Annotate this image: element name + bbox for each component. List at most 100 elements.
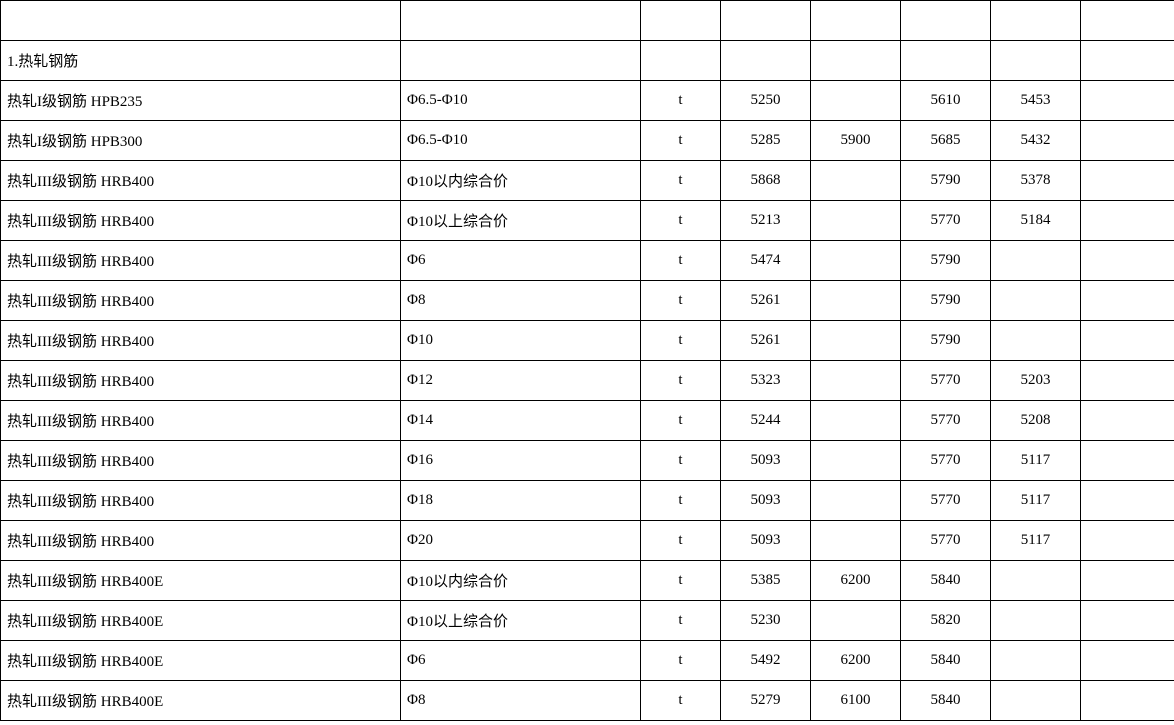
price-cell: 5385 <box>721 561 811 601</box>
price-cell: 5208 <box>991 401 1081 441</box>
product-name-cell: 热轧III级钢筋 HRB400E <box>1 561 401 601</box>
price-cell: 5285 <box>721 121 811 161</box>
spec-cell: Φ10以上综合价 <box>401 201 641 241</box>
price-cell <box>1081 121 1174 161</box>
price-cell <box>991 321 1081 361</box>
price-cell <box>811 361 901 401</box>
price-cell <box>1081 241 1174 281</box>
price-cell <box>1081 641 1174 681</box>
blank-cell <box>991 1 1081 41</box>
price-cell: 5492 <box>721 641 811 681</box>
price-cell <box>811 161 901 201</box>
price-cell: 5840 <box>901 641 991 681</box>
unit-cell: t <box>641 441 721 481</box>
price-cell: 5790 <box>901 241 991 281</box>
price-cell: 6100 <box>811 681 901 721</box>
unit-cell: t <box>641 81 721 121</box>
spec-cell: Φ10以内综合价 <box>401 561 641 601</box>
table-row: 热轧III级钢筋 HRB400Φ6t54745790 <box>1 241 1174 281</box>
unit-cell: t <box>641 601 721 641</box>
spec-cell: Φ6.5-Φ10 <box>401 81 641 121</box>
price-cell <box>811 441 901 481</box>
unit-cell: t <box>641 121 721 161</box>
blank-cell <box>401 1 641 41</box>
price-cell: 5840 <box>901 561 991 601</box>
blank-cell <box>641 1 721 41</box>
price-cell <box>811 401 901 441</box>
price-cell: 5279 <box>721 681 811 721</box>
unit-cell: t <box>641 281 721 321</box>
product-name-cell: 热轧III级钢筋 HRB400 <box>1 481 401 521</box>
price-cell: 5432 <box>991 121 1081 161</box>
unit-cell: t <box>641 201 721 241</box>
spec-cell: Φ6 <box>401 241 641 281</box>
price-cell: 5820 <box>901 601 991 641</box>
blank-cell <box>401 41 641 81</box>
spec-cell: Φ10 <box>401 321 641 361</box>
price-cell <box>1081 81 1174 121</box>
price-cell: 5770 <box>901 201 991 241</box>
price-cell <box>991 281 1081 321</box>
price-cell <box>811 521 901 561</box>
blank-cell <box>991 41 1081 81</box>
price-cell: 5244 <box>721 401 811 441</box>
product-name-cell: 热轧I级钢筋 HPB300 <box>1 121 401 161</box>
price-cell: 5770 <box>901 481 991 521</box>
price-cell <box>1081 361 1174 401</box>
price-cell: 5610 <box>901 81 991 121</box>
spec-cell: Φ10以内综合价 <box>401 161 641 201</box>
unit-cell: t <box>641 361 721 401</box>
blank-cell <box>721 1 811 41</box>
product-name-cell: 热轧III级钢筋 HRB400 <box>1 321 401 361</box>
table-row: 热轧III级钢筋 HRB400Φ16t509357705117 <box>1 441 1174 481</box>
price-cell: 5685 <box>901 121 991 161</box>
price-cell <box>1081 401 1174 441</box>
price-cell: 5323 <box>721 361 811 401</box>
unit-cell: t <box>641 641 721 681</box>
product-name-cell: 热轧I级钢筋 HPB235 <box>1 81 401 121</box>
spec-cell: Φ8 <box>401 681 641 721</box>
price-cell: 5900 <box>811 121 901 161</box>
price-cell <box>1081 201 1174 241</box>
blank-cell <box>811 1 901 41</box>
spec-cell: Φ18 <box>401 481 641 521</box>
blank-cell <box>1 1 401 41</box>
price-cell <box>1081 601 1174 641</box>
price-cell <box>991 641 1081 681</box>
table-row: 热轧III级钢筋 HRB400Φ10以内综合价t586857905378 <box>1 161 1174 201</box>
price-cell <box>991 681 1081 721</box>
spec-cell: Φ20 <box>401 521 641 561</box>
product-name-cell: 热轧III级钢筋 HRB400 <box>1 201 401 241</box>
blank-cell <box>641 41 721 81</box>
price-cell: 5770 <box>901 361 991 401</box>
price-cell: 5453 <box>991 81 1081 121</box>
spec-cell: Φ10以上综合价 <box>401 601 641 641</box>
product-name-cell: 热轧III级钢筋 HRB400 <box>1 281 401 321</box>
blank-cell <box>811 41 901 81</box>
price-cell <box>991 241 1081 281</box>
blank-top-row <box>1 1 1174 41</box>
price-cell <box>811 81 901 121</box>
price-table: 1.热轧钢筋 热轧I级钢筋 HPB235Φ6.5-Φ10t52505610545… <box>0 0 1174 721</box>
price-cell: 5184 <box>991 201 1081 241</box>
price-cell <box>811 601 901 641</box>
price-cell: 5790 <box>901 161 991 201</box>
price-cell: 5117 <box>991 441 1081 481</box>
price-cell: 5868 <box>721 161 811 201</box>
price-cell <box>811 201 901 241</box>
unit-cell: t <box>641 681 721 721</box>
product-name-cell: 热轧III级钢筋 HRB400 <box>1 241 401 281</box>
price-cell: 5378 <box>991 161 1081 201</box>
price-cell: 5250 <box>721 81 811 121</box>
price-cell: 5213 <box>721 201 811 241</box>
spec-cell: Φ16 <box>401 441 641 481</box>
table-row: 热轧III级钢筋 HRB400EΦ6t549262005840 <box>1 641 1174 681</box>
price-cell <box>1081 561 1174 601</box>
unit-cell: t <box>641 481 721 521</box>
unit-cell: t <box>641 521 721 561</box>
spec-cell: Φ6 <box>401 641 641 681</box>
product-name-cell: 热轧III级钢筋 HRB400 <box>1 441 401 481</box>
price-cell: 5840 <box>901 681 991 721</box>
unit-cell: t <box>641 241 721 281</box>
price-cell <box>1081 281 1174 321</box>
